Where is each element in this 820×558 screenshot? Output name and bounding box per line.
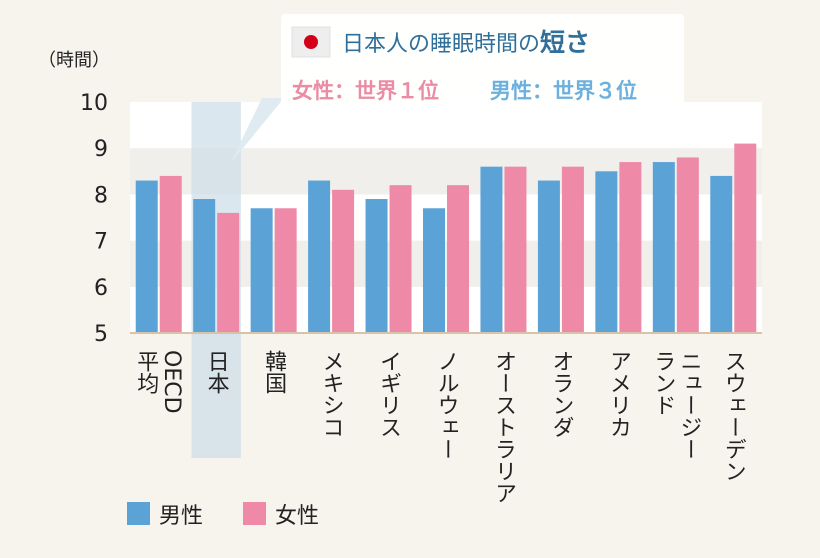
category-label: 韓国 [261, 350, 287, 394]
bar-female [561, 166, 584, 333]
bar-female [619, 162, 642, 333]
category-label: イギリス [376, 350, 401, 438]
y-axis-unit-label: （時間） [38, 50, 110, 71]
bar-male [710, 175, 733, 333]
category-label: メキシコ [319, 350, 344, 438]
category-label: 日本 [204, 350, 230, 394]
y-tick-label: 6 [94, 276, 108, 301]
y-tick-label: 10 [80, 91, 108, 116]
y-tick-label: 7 [94, 230, 108, 255]
bar-female [447, 185, 469, 333]
annotation-callout: 日本人の睡眠時間の短さ 女性：世界１位 男性：世界３位 [230, 14, 684, 164]
female-rank-text: 女性：世界１位 [292, 79, 439, 103]
category-label: ノルウェー [434, 350, 459, 460]
annotation-title-emphasis: 短さ [540, 28, 590, 57]
category-label: オランダ [548, 350, 573, 438]
category-labels: 平均 OECD 日本 韓国 メキシコ イギリス ノルウェー オーストラリア オランダ アメリカ ラン… [133, 350, 746, 504]
bar-female [676, 157, 699, 333]
category-label: ランド [650, 350, 675, 416]
y-tick-label: 9 [94, 137, 108, 162]
category-label: スウェーデン [721, 350, 746, 482]
category-label: OECD [159, 350, 184, 414]
callout-pointer [230, 98, 284, 164]
annotation-title: 日本人の睡眠時間の短さ [342, 28, 590, 57]
bar-female [734, 143, 757, 333]
annotation-title-main: 日本人の睡眠時間の [342, 32, 540, 57]
y-axis-ticks: 5 6 7 8 9 10 [80, 91, 108, 347]
japan-flag-icon [291, 26, 331, 58]
legend: 男性 女性 [127, 502, 319, 529]
bar-male [308, 180, 331, 333]
category-label: アメリカ [606, 350, 631, 438]
bar-male [365, 199, 388, 333]
bar-female [274, 208, 297, 333]
bar-male [595, 171, 618, 333]
bar-female [159, 175, 182, 333]
bar-female [504, 166, 527, 333]
category-label: 平均 [133, 350, 159, 394]
legend-female-label: 女性 [275, 504, 319, 529]
bar-female [332, 189, 355, 333]
bar-male [537, 180, 560, 333]
legend-female-swatch [243, 502, 266, 525]
legend-male-swatch [127, 502, 150, 525]
category-label: オーストラリア [491, 350, 516, 504]
bar-female [389, 185, 412, 333]
category-label: ニュージー [676, 350, 701, 460]
callout-box [281, 14, 684, 112]
bar-male [480, 166, 503, 333]
legend-male-label: 男性 [159, 504, 203, 529]
y-tick-label: 5 [94, 322, 108, 347]
bar-male [135, 180, 158, 333]
bar-male [652, 162, 675, 333]
bars-group [135, 143, 757, 333]
bar-male [193, 199, 216, 333]
y-tick-label: 8 [94, 183, 108, 208]
bar-male [250, 208, 273, 333]
bar-female [217, 212, 240, 333]
male-rank-text: 男性：世界３位 [490, 79, 637, 103]
bar-male [423, 208, 445, 333]
